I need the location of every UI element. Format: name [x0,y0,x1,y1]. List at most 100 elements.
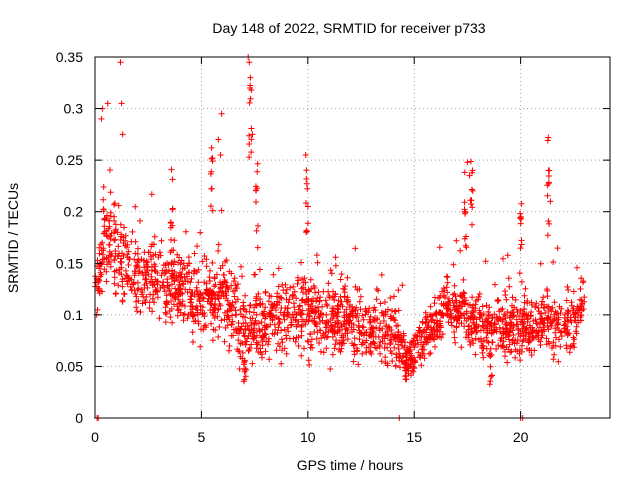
data-point [326,294,333,301]
data-point [255,222,261,229]
data-point [533,327,540,334]
data-point [292,338,299,345]
data-point [453,323,460,330]
data-point [544,232,551,239]
data-point [298,352,305,359]
data-point [486,320,493,327]
data-point [137,217,143,224]
data-point [544,315,551,322]
data-point [247,74,254,81]
data-point [258,319,265,326]
data-point [126,256,133,263]
data-point [332,341,339,348]
data-point [370,339,377,345]
data-point [262,288,269,295]
data-point [107,167,113,173]
data-point [488,321,494,327]
data-point [521,325,528,332]
data-point [303,200,309,206]
data-point [351,341,358,348]
data-point [250,329,257,336]
data-point [414,332,421,339]
data-point [206,278,213,284]
data-point [460,299,467,306]
data-point [296,302,303,309]
data-point [97,273,104,280]
data-point [250,335,257,342]
data-point [444,279,451,286]
data-point [577,312,584,319]
data-point [278,327,285,334]
data-point [440,300,447,307]
data-point [311,315,318,322]
data-point [330,305,337,312]
data-point [526,337,533,344]
x-axis-label: GPS time / hours [297,457,404,473]
data-point [144,259,151,266]
data-point [422,314,429,321]
data-point [186,269,193,276]
data-point [356,298,363,305]
data-point [310,298,316,305]
data-point [308,286,315,292]
data-point [106,241,113,248]
data-point [151,267,158,273]
data-point [503,296,510,303]
data-point [492,281,498,288]
data-point [212,327,219,334]
data-point [532,316,539,323]
data-point [115,243,122,250]
data-point [348,310,355,317]
grid [95,57,610,418]
data-point [577,317,584,324]
data-point [371,317,378,324]
data-point [356,336,363,343]
data-point [184,273,190,280]
data-point [547,306,554,313]
data-point [161,270,168,277]
y-tick-label: 0.35 [56,49,83,65]
data-point [395,329,402,335]
data-point [262,315,268,322]
data-point [223,292,230,299]
data-point [550,259,557,265]
data-point [130,281,136,288]
data-point [124,251,131,258]
data-point [168,166,175,173]
data-point [117,258,124,265]
data-point [558,305,565,312]
data-point [184,315,191,322]
data-point [195,291,202,298]
data-point [554,325,560,331]
data-point [518,237,525,244]
data-point [238,323,245,330]
data-point [98,115,105,122]
data-point [428,312,435,319]
data-point [391,293,397,300]
data-point [382,354,389,361]
data-point [177,261,184,268]
data-point [327,366,334,372]
data-point [402,367,409,374]
data-point [377,300,384,307]
data-point [217,152,224,158]
data-point [207,267,213,274]
data-point [174,312,181,319]
data-point [357,306,364,313]
data-point [309,344,316,351]
data-point [551,315,558,322]
data-point [201,253,208,259]
data-point [537,310,544,317]
axis-ticks: 0 0.05 0.1 0.15 0.2 0.25 0.3 0.35 0 5 10 15 20 [56,49,610,445]
data-point [154,270,161,276]
data-point [208,185,215,192]
data-point [564,283,571,290]
data-point [157,252,164,259]
data-point [476,309,483,316]
data-point [431,332,438,338]
data-point [303,180,310,187]
data-point [96,277,103,284]
data-point [571,317,578,324]
data-point [215,241,222,248]
data-point [188,275,195,282]
